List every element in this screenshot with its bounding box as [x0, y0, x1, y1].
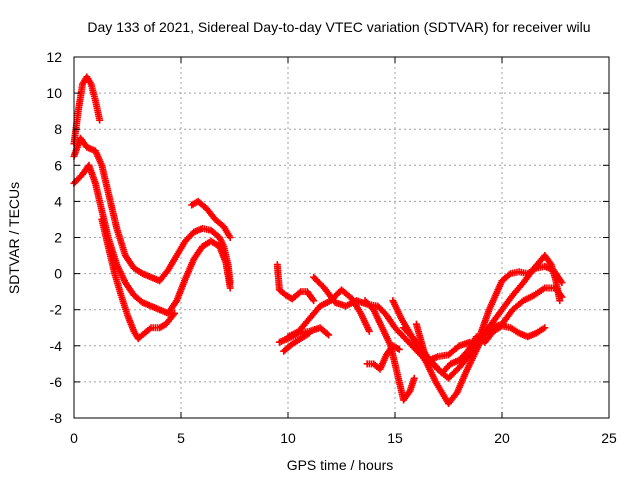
series-track-p	[363, 342, 403, 373]
x-tick-label: 0	[70, 430, 78, 446]
data-point	[295, 289, 303, 297]
data-point	[556, 297, 564, 305]
data-point	[305, 329, 313, 337]
chart-title: Day 133 of 2021, Sidereal Day-to-day VTE…	[87, 19, 590, 35]
y-tick-label: 6	[54, 157, 62, 173]
y-tick-label: -4	[50, 338, 63, 354]
x-tick-label: 25	[601, 430, 617, 446]
y-tick-label: 10	[46, 85, 62, 101]
y-tick-label: -2	[50, 302, 63, 318]
y-tick-label: 2	[54, 230, 62, 246]
x-tick-label: 10	[280, 430, 296, 446]
data-point	[325, 331, 333, 339]
axis-ticks: 0 5 10 15 20 25 -8 -6 -4 -2 0 2 4 6 8 10 12	[46, 49, 617, 446]
data-point	[505, 271, 513, 279]
y-tick-label: 4	[54, 193, 62, 209]
data-point	[226, 234, 234, 241]
data-point	[309, 295, 317, 303]
y-tick-label: -8	[50, 410, 63, 426]
x-tick-label: 20	[494, 430, 510, 446]
series-track-a	[70, 73, 104, 148]
y-tick-label: 12	[46, 49, 62, 65]
data-point	[558, 293, 566, 301]
data-point	[410, 374, 418, 382]
y-tick-label: -6	[50, 374, 63, 390]
data-point	[395, 345, 403, 353]
y-tick-label: 0	[54, 266, 62, 282]
x-tick-label: 15	[387, 430, 403, 446]
gridlines	[74, 57, 609, 418]
data-point	[541, 324, 549, 332]
x-tick-label: 5	[177, 430, 185, 446]
data-points	[70, 73, 566, 408]
series-track-o	[472, 262, 566, 350]
data-point	[310, 297, 318, 305]
data-point	[323, 330, 331, 338]
y-axis-label: SDTVAR / TECUs	[6, 182, 22, 294]
series-track-k	[361, 297, 418, 404]
data-point	[96, 116, 104, 124]
data-point	[226, 284, 234, 292]
series-track-n	[412, 320, 549, 377]
data-point	[558, 279, 566, 287]
y-tick-label: 8	[54, 121, 62, 137]
series-track-h	[280, 329, 313, 355]
series-track-f	[273, 261, 318, 305]
series-track-c	[70, 161, 234, 317]
series-track-d	[98, 215, 179, 343]
x-axis-label: GPS time / hours	[287, 457, 394, 473]
data-point	[365, 327, 373, 335]
data-point	[557, 292, 565, 300]
data-point	[171, 309, 179, 317]
series-track-e	[188, 197, 234, 241]
